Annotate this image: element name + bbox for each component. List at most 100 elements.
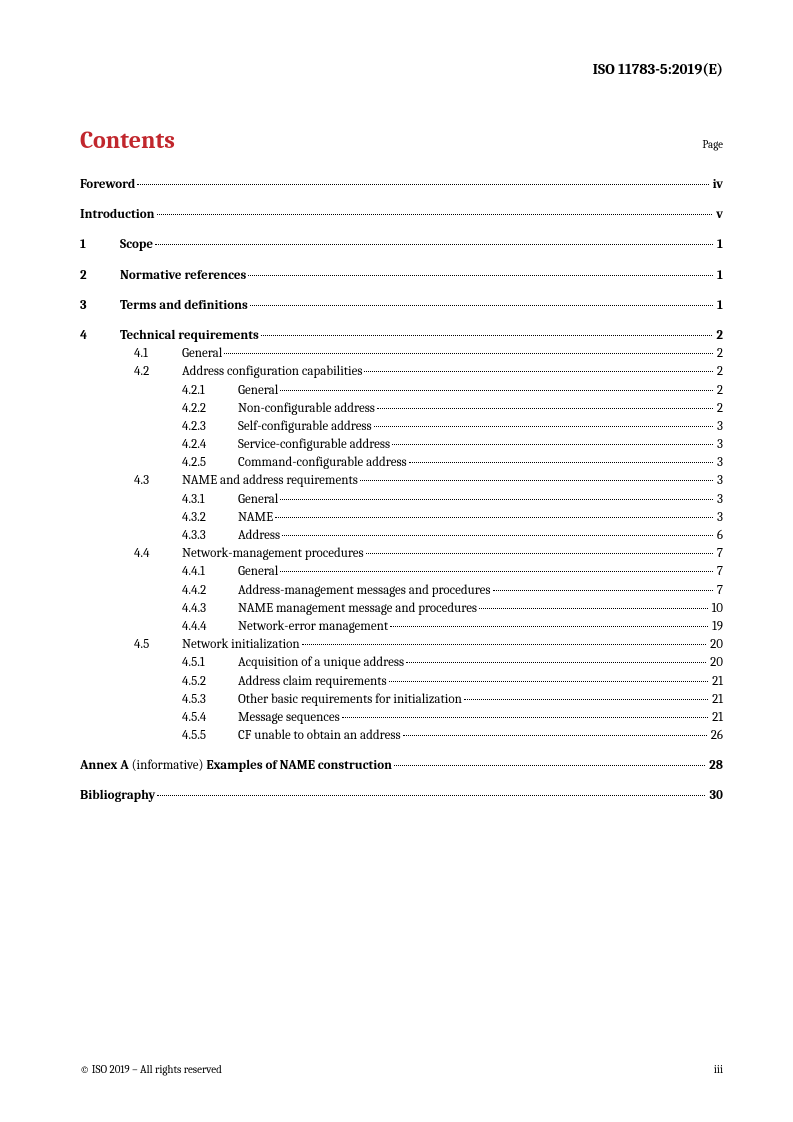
toc-entry-title: Self-configurable address	[238, 418, 372, 436]
toc-entry: 4.2Address configuration capabilities2	[80, 363, 723, 381]
toc-entry-title: Address configuration capabilities	[182, 363, 362, 381]
toc-entry-title: Normative references	[120, 267, 246, 285]
toc-entry-page: 2	[715, 345, 723, 363]
toc-entry-title: NAME and address requirements	[182, 472, 358, 490]
toc-entry: 3Terms and definitions1	[80, 297, 723, 315]
toc-leader	[406, 662, 706, 663]
toc-entry-title: Address-management messages and procedur…	[238, 582, 491, 600]
toc-entry: 4.5.1Acquisition of a unique address 20	[80, 654, 723, 672]
toc-leader	[409, 462, 713, 463]
toc-entry: 4.3NAME and address requirements3	[80, 472, 723, 490]
toc-entry: 4.4.4Network-error management19	[80, 618, 723, 636]
toc-leader	[280, 390, 713, 391]
toc-entry-title: NAME management message and procedures	[238, 600, 477, 618]
toc-leader	[493, 590, 713, 591]
toc-entry: 4.2.4Service-configurable address3	[80, 436, 723, 454]
toc-entry-page: 20	[708, 636, 723, 654]
toc-entry: 4.4Network-management procedures7	[80, 545, 723, 563]
toc-entry: 2Normative references1	[80, 267, 723, 285]
toc-leader	[464, 699, 708, 700]
toc-entry: Bibliography 30	[80, 787, 723, 805]
toc-entry: 4.3.1General 3	[80, 491, 723, 509]
toc-leader	[280, 571, 713, 572]
toc-entry: 4.3.2NAME3	[80, 509, 723, 527]
toc-entry-number: 4.5.5	[182, 727, 238, 745]
toc-entry-page: v	[714, 206, 723, 224]
toc-entry-page: 7	[715, 582, 723, 600]
toc-entry-page: 3	[715, 454, 723, 472]
toc-entry-title: Service-configurable address	[238, 436, 390, 454]
footer-copyright: © ISO 2019 – All rights reserved	[80, 1063, 222, 1076]
contents-title: Contents	[80, 126, 175, 154]
toc-entry-title: Other basic requirements for initializat…	[238, 691, 462, 709]
toc-entry-title: Foreword	[80, 176, 135, 194]
page: ISO 11783-5:2019(E) Contents Page Forewo…	[0, 0, 793, 1122]
toc-entry-number: 4.2.1	[182, 382, 238, 400]
toc-entry-title: Terms and definitions	[120, 297, 248, 315]
contents-header: Contents Page	[80, 126, 723, 154]
toc-entry-number: 4.5.1	[182, 654, 238, 672]
toc-entry: 4.5.4Message sequences 21	[80, 709, 723, 727]
toc-leader	[390, 626, 708, 627]
toc-entry-number: 4.4.2	[182, 582, 238, 600]
toc-entry-title: Introduction	[80, 206, 155, 224]
toc-entry-number: 1	[80, 236, 120, 254]
toc-entry-title: CF unable to obtain an address	[238, 727, 401, 745]
toc-entry-page: 20	[708, 654, 723, 672]
toc-entry: 4.4.3NAME management message and procedu…	[80, 600, 723, 618]
toc-entry-page: 2	[714, 327, 723, 345]
toc-leader	[364, 371, 712, 372]
toc-entry: 4.5Network initialization20	[80, 636, 723, 654]
toc-entry-title: General	[238, 491, 278, 509]
toc-entry-number: 4.5.2	[182, 673, 238, 691]
toc-entry-number: 4.2.5	[182, 454, 238, 472]
page-column-label: Page	[702, 138, 723, 151]
toc-entry-title: Acquisition of a unique address	[238, 654, 404, 672]
toc-entry-page: 10	[710, 600, 723, 618]
toc-entry-number: 4.4.1	[182, 563, 238, 581]
toc-entry-title: General	[238, 563, 278, 581]
toc-leader	[389, 681, 709, 682]
toc-entry-page: 21	[710, 673, 723, 691]
toc-entry-page: 3	[715, 491, 723, 509]
toc-entry-title: Network-management procedures	[182, 545, 364, 563]
toc-entry-number: 4.4.3	[182, 600, 238, 618]
toc-entry-title: General	[182, 345, 222, 363]
toc-entry-number: 4.5.4	[182, 709, 238, 727]
toc-entry-number: 4.2.2	[182, 400, 238, 418]
toc-entry-title: Network-error management	[238, 618, 388, 636]
toc-entry: 4.2.5Command-configurable address 3	[80, 454, 723, 472]
toc-entry-page: 2	[715, 400, 723, 418]
toc-entry: 4.2.1General2	[80, 382, 723, 400]
toc-entry-title: Bibliography	[80, 787, 155, 805]
toc-entry: 4.5.5CF unable to obtain an address26	[80, 727, 723, 745]
toc-leader	[250, 305, 713, 306]
toc-entry-page: 3	[715, 472, 723, 490]
document-id: ISO 11783-5:2019(E)	[80, 60, 723, 78]
toc-leader	[394, 765, 705, 766]
toc-entry-page: 21	[710, 709, 723, 727]
toc-leader	[377, 408, 713, 409]
toc-entry: 4.5.2Address claim requirements21	[80, 673, 723, 691]
toc-entry-title: Command-configurable address	[238, 454, 407, 472]
toc-entry-title: Non-configurable address	[238, 400, 375, 418]
toc-leader	[479, 608, 708, 609]
toc-entry-page: iv	[711, 176, 723, 194]
toc-entry: 4.4.1General7	[80, 563, 723, 581]
toc-entry-number: 4.2.4	[182, 436, 238, 454]
toc-entry-title: Message sequences	[238, 709, 340, 727]
toc-leader	[366, 553, 713, 554]
toc-entry-page: 30	[707, 787, 723, 805]
toc-entry: 4.5.3Other basic requirements for initia…	[80, 691, 723, 709]
toc-entry-number: 3	[80, 297, 120, 315]
toc-entry-page: 2	[715, 382, 723, 400]
toc-entry-title: Network initialization	[182, 636, 300, 654]
toc-entry-number: 4.2	[134, 363, 182, 381]
toc-leader	[280, 499, 713, 500]
toc-entry-page: 21	[710, 691, 723, 709]
toc-entry-number: 2	[80, 267, 120, 285]
toc-entry-number: 4.3.1	[182, 491, 238, 509]
toc-entry-title: Technical requirements	[120, 327, 259, 345]
toc-entry-page: 3	[715, 509, 723, 527]
toc-entry-number: 4	[80, 327, 120, 345]
